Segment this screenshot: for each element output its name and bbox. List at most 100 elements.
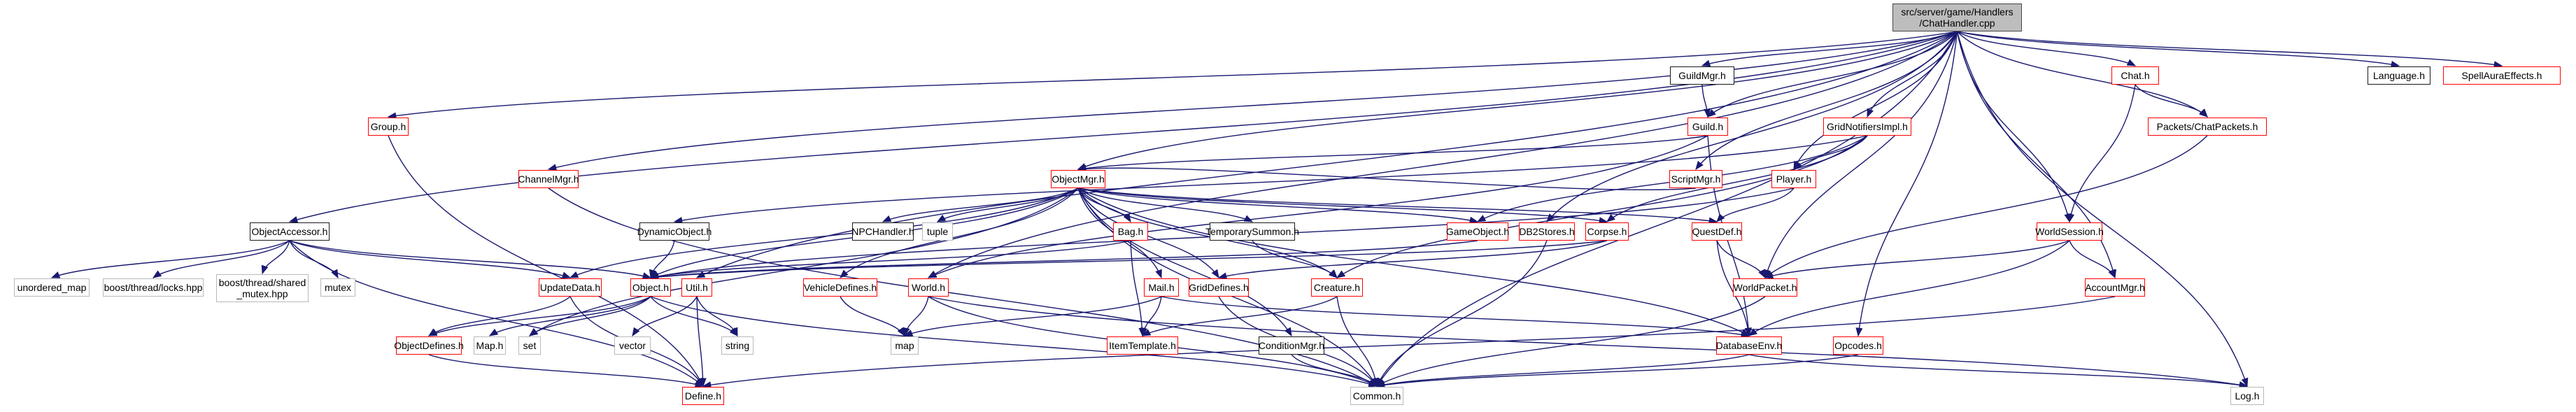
node-worldpacket[interactable]: WorldPacket.h xyxy=(1733,278,1797,297)
node-player[interactable]: Player.h xyxy=(1771,170,1816,188)
edge-group-define xyxy=(388,135,704,388)
edge-objectaccessor-define xyxy=(289,240,704,387)
edge-objectmgr-updatedata xyxy=(569,187,1079,278)
edge-chatpackets-worldpacket xyxy=(1764,135,2208,278)
node-objectmgr[interactable]: ObjectMgr.h xyxy=(1051,170,1105,188)
edge-world-map xyxy=(903,296,929,337)
node-worldsession[interactable]: WorldSession.h xyxy=(2035,222,2104,241)
edge-objectmgr-questdef xyxy=(1077,187,1718,225)
node-group[interactable]: Group.h xyxy=(368,118,409,136)
edge-gameobject-object xyxy=(649,240,1478,280)
edge-object-string xyxy=(650,296,738,336)
edge-chat-worldsession xyxy=(2067,84,2136,223)
node-common: Common.h xyxy=(1350,387,1403,405)
edge-main-objectmgr xyxy=(1077,31,1958,170)
node-griddefines[interactable]: GridDefines.h xyxy=(1189,278,1249,297)
edge-objectaccessor-object xyxy=(289,240,652,280)
node-log: Log.h xyxy=(2230,387,2264,405)
edge-objectdefines-define xyxy=(428,354,705,388)
edge-util-string xyxy=(696,296,738,337)
edge-creature-common xyxy=(1336,296,1379,388)
node-mail[interactable]: Mail.h xyxy=(1144,278,1179,297)
edge-objectaccessor-updatedata xyxy=(289,240,572,279)
edge-objectmgr-griddefines xyxy=(1077,187,1219,279)
edge-corpse-object xyxy=(649,240,1608,280)
node-world[interactable]: World.h xyxy=(908,278,949,297)
node-unordered_map: unordered_map xyxy=(14,278,90,297)
node-temporarysummon[interactable]: TemporarySummon.h xyxy=(1205,222,1299,241)
node-dynamicobject[interactable]: DynamicObject.h xyxy=(637,222,712,241)
edge-objectmgr-creature xyxy=(1077,187,1338,278)
node-bag[interactable]: Bag.h xyxy=(1113,222,1148,241)
edge-main-worldpacket xyxy=(1764,31,1958,279)
node-chatpackets[interactable]: Packets/ChatPackets.h xyxy=(2148,118,2267,136)
node-npchandler[interactable]: NPCHandler.h xyxy=(851,222,914,241)
edge-creature-itemtemplate xyxy=(1141,296,1338,336)
node-object[interactable]: Object.h xyxy=(630,278,671,297)
node-opcodes[interactable]: Opcodes.h xyxy=(1833,336,1883,355)
node-itemtemplate[interactable]: ItemTemplate.h xyxy=(1107,336,1178,355)
node-maph: Map.h xyxy=(474,336,506,355)
edge-accountmgr-define xyxy=(702,296,2116,389)
edge-object-objectdefines xyxy=(427,296,651,336)
node-questdef[interactable]: QuestDef.h xyxy=(1692,222,1742,241)
edge-updatedata-objectdefines xyxy=(427,296,571,336)
edge-main-chatpackets xyxy=(1956,31,2208,118)
node-map: map xyxy=(891,336,919,355)
node-tuple: tuple xyxy=(922,222,953,241)
node-creature[interactable]: Creature.h xyxy=(1311,278,1363,297)
edge-objectaccessor-boostshared xyxy=(261,240,290,275)
edge-objectaccessor-unordered_map xyxy=(50,240,290,278)
edge-util-define xyxy=(696,296,707,388)
node-accountmgr[interactable]: AccountMgr.h xyxy=(2085,278,2145,297)
edge-objectmgr-temporarysummon xyxy=(1077,187,1254,222)
node-scriptmgr[interactable]: ScriptMgr.h xyxy=(1669,170,1722,188)
node-mutex: mutex xyxy=(320,278,355,297)
node-corpse[interactable]: Corpse.h xyxy=(1585,222,1629,241)
edge-main-chat xyxy=(1957,31,2137,66)
node-boostshared: boost/thread/shared _mutex.hpp xyxy=(216,274,309,302)
node-language[interactable]: Language.h xyxy=(2368,66,2430,85)
edge-main-opcodes xyxy=(1855,31,1958,337)
edge-guildmgr-guild xyxy=(1701,84,1711,118)
node-define[interactable]: Define.h xyxy=(682,387,724,405)
edge-main-player xyxy=(1793,31,1958,171)
edge-util-vector xyxy=(632,296,698,337)
node-set: set xyxy=(518,336,541,355)
edge-mail-databaseenv xyxy=(1161,296,1750,339)
edge-main-spellauraeffects xyxy=(1957,31,2503,69)
edge-objectmgr-vehicledefines xyxy=(840,187,1079,278)
edge-worldsession-accountmgr xyxy=(2069,240,2116,279)
node-updatedata[interactable]: UpdateData.h xyxy=(539,278,602,297)
edge-worldsession-databaseenv xyxy=(1748,240,2070,336)
node-gameobject[interactable]: GameObject.h xyxy=(1446,222,1509,241)
edge-opcodes-common xyxy=(1375,354,1859,389)
node-chat[interactable]: Chat.h xyxy=(2111,66,2159,85)
node-objectdefines[interactable]: ObjectDefines.h xyxy=(394,336,464,355)
node-util[interactable]: Util.h xyxy=(681,278,712,297)
edge-chat-chatpackets xyxy=(2135,84,2208,118)
node-channelmgr[interactable]: ChannelMgr.h xyxy=(518,170,579,188)
node-vehicledefines[interactable]: VehicleDefines.h xyxy=(803,278,877,297)
edge-corpse-griddefines xyxy=(1217,240,1608,280)
edge-world-log xyxy=(928,296,2249,389)
node-vector: vector xyxy=(614,336,651,355)
node-db2stores[interactable]: DB2Stores.h xyxy=(1519,222,1575,241)
edge-main-language xyxy=(1957,31,2400,68)
edge-main-guild xyxy=(1707,31,1958,118)
edge-questdef-worldpacket xyxy=(1716,240,1766,279)
edge-vehicledefines-map xyxy=(840,296,905,337)
node-objectaccessor[interactable]: ObjectAccessor.h xyxy=(250,222,330,241)
edge-worldsession-worldpacket xyxy=(1764,240,2070,279)
node-spellauraeffects[interactable]: SpellAuraEffects.h xyxy=(2443,66,2561,85)
edge-mail-map xyxy=(903,296,1162,336)
node-guildmgr[interactable]: GuildMgr.h xyxy=(1670,66,1734,85)
node-gridnotifiersimpl[interactable]: GridNotifiersImpl.h xyxy=(1823,118,1911,136)
edge-objectmgr-set xyxy=(528,187,1079,336)
edge-gridnotifiersimpl-dynamicobject xyxy=(673,135,1868,224)
edge-gridnotifiersimpl-corpse xyxy=(1606,135,1868,222)
node-conditionmgr[interactable]: ConditionMgr.h xyxy=(1259,336,1324,355)
node-guild[interactable]: Guild.h xyxy=(1687,118,1728,136)
node-databaseenv[interactable]: DatabaseEnv.h xyxy=(1716,336,1782,355)
